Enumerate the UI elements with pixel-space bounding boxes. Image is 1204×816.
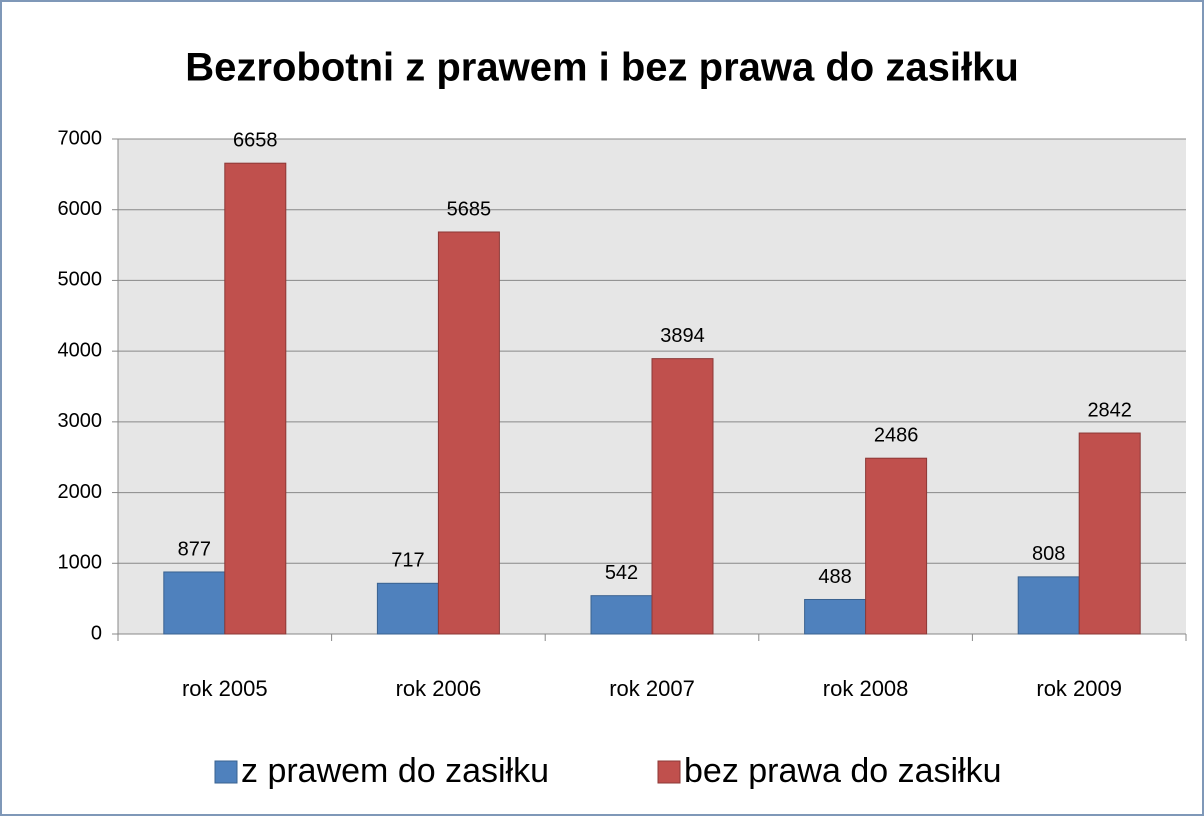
bar <box>1017 576 1080 635</box>
data-label: 5685 <box>447 198 492 220</box>
bar <box>590 595 653 635</box>
x-tick-label: rok 2005 <box>182 676 268 701</box>
x-tick-label: rok 2008 <box>823 676 909 701</box>
legend-label: bez prawa do zasiłku <box>684 752 1002 790</box>
data-label: 2842 <box>1087 399 1132 421</box>
y-tick-label: 3000 <box>58 410 103 432</box>
y-tick-label: 5000 <box>58 269 103 291</box>
y-tick-label: 7000 <box>58 127 103 149</box>
bar <box>376 582 439 635</box>
bar <box>1078 432 1141 635</box>
y-tick-label: 6000 <box>58 198 103 220</box>
bar <box>163 571 226 635</box>
bar <box>865 457 928 635</box>
y-tick-label: 2000 <box>58 481 103 503</box>
data-label: 542 <box>605 562 638 584</box>
data-label: 2486 <box>874 424 919 446</box>
data-label: 808 <box>1032 543 1065 565</box>
data-label: 717 <box>391 550 424 572</box>
bar <box>804 598 867 635</box>
chart-title: Bezrobotni z prawem i bez prawa do zasił… <box>185 46 1019 90</box>
data-label: 3894 <box>660 325 705 347</box>
data-label: 877 <box>178 538 211 560</box>
bar <box>651 358 714 635</box>
legend-swatch <box>214 760 238 784</box>
y-tick-label: 1000 <box>58 552 103 574</box>
y-tick-label: 4000 <box>58 339 103 361</box>
legend-swatch <box>657 760 681 784</box>
x-tick-label: rok 2007 <box>609 676 695 701</box>
y-tick-label: 0 <box>91 622 102 644</box>
x-tick-label: rok 2006 <box>396 676 482 701</box>
data-label: 6658 <box>233 129 278 151</box>
bar <box>437 231 500 635</box>
legend-label: z prawem do zasiłku <box>241 752 549 790</box>
x-tick-label: rok 2009 <box>1036 676 1122 701</box>
bar <box>224 162 287 635</box>
data-label: 488 <box>818 566 851 588</box>
